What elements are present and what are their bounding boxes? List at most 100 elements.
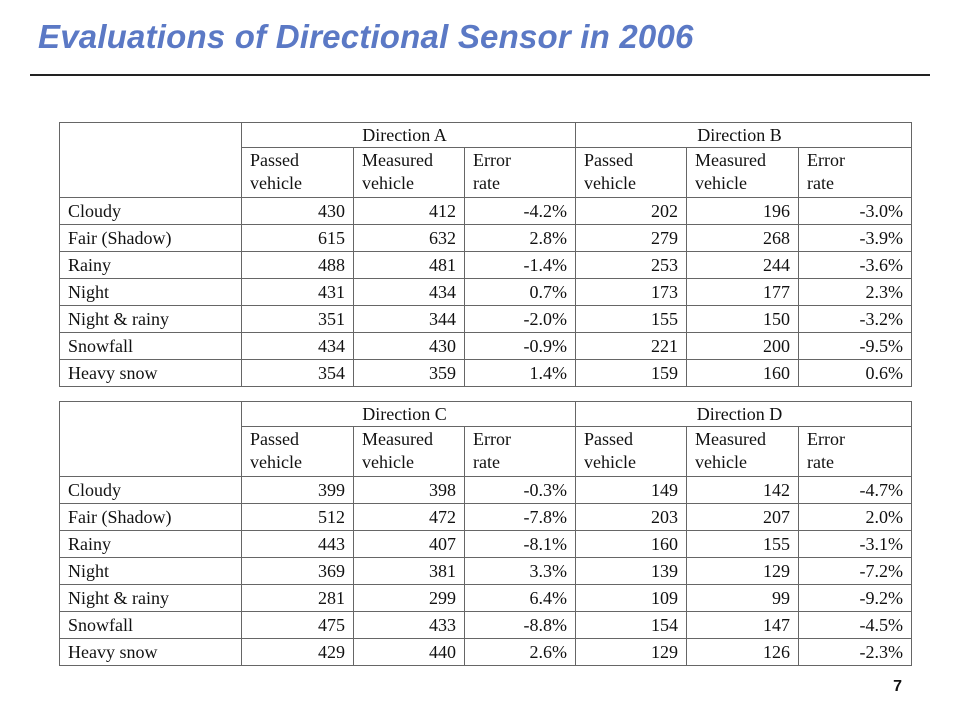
vehicle-count-cell: 433: [353, 611, 465, 639]
vehicle-count-cell: 150: [686, 305, 800, 333]
error-rate-cell: 2.8%: [463, 224, 577, 252]
vehicle-count-cell: 472: [353, 503, 465, 531]
col-header-passed: Passed vehicle: [575, 147, 688, 198]
col-header-passed: Passed vehicle: [575, 426, 688, 477]
vehicle-count-cell: 281: [241, 584, 354, 612]
col-header-error: Error rate: [798, 426, 913, 477]
vehicle-count-cell: 109: [575, 584, 688, 612]
vehicle-count-cell: 440: [353, 638, 465, 666]
vehicle-count-cell: 434: [241, 332, 354, 360]
error-rate-cell: -4.7%: [798, 476, 913, 504]
error-rate-cell: -3.9%: [798, 224, 913, 252]
condition-label: Fair (Shadow): [59, 503, 242, 531]
condition-label: Rainy: [59, 251, 242, 279]
table-row: Cloudy 399 398 -0.3% 149 142 -4.7%: [59, 476, 913, 504]
vehicle-count-cell: 430: [241, 197, 354, 225]
error-rate-cell: 1.4%: [463, 359, 577, 387]
table-row: Heavy snow 354 359 1.4% 159 160 0.6%: [59, 359, 913, 387]
error-rate-cell: -7.8%: [463, 503, 577, 531]
error-rate-cell: 2.0%: [798, 503, 913, 531]
error-rate-cell: 0.7%: [463, 278, 577, 306]
col-header-passed: Passed vehicle: [241, 426, 354, 477]
table-row: Night 431 434 0.7% 173 177 2.3%: [59, 278, 913, 306]
condition-label: Night: [59, 557, 242, 585]
table-header-row: Direction A Direction B: [59, 122, 913, 198]
vehicle-count-cell: 221: [575, 332, 688, 360]
table-row: Night 369 381 3.3% 139 129 -7.2%: [59, 557, 913, 585]
vehicle-count-cell: 154: [575, 611, 688, 639]
col-header-measured: Measured vehicle: [686, 426, 800, 477]
title-divider: [30, 74, 930, 76]
vehicle-count-cell: 429: [241, 638, 354, 666]
vehicle-count-cell: 126: [686, 638, 800, 666]
vehicle-count-cell: 196: [686, 197, 800, 225]
direction-header: Direction C: [240, 401, 577, 427]
error-rate-cell: -1.4%: [463, 251, 577, 279]
error-rate-cell: -8.1%: [463, 530, 577, 558]
table-header-row: Direction C Direction D: [59, 401, 913, 477]
vehicle-count-cell: 177: [686, 278, 800, 306]
vehicle-count-cell: 359: [353, 359, 465, 387]
vehicle-count-cell: 155: [575, 305, 688, 333]
condition-label: Rainy: [59, 530, 242, 558]
condition-label: Heavy snow: [59, 359, 242, 387]
vehicle-count-cell: 615: [241, 224, 354, 252]
condition-label: Night: [59, 278, 242, 306]
direction-header: Direction A: [240, 122, 577, 148]
error-rate-cell: 6.4%: [463, 584, 577, 612]
condition-label: Snowfall: [59, 332, 242, 360]
vehicle-count-cell: 155: [686, 530, 800, 558]
table-row: Fair (Shadow) 615 632 2.8% 279 268 -3.9%: [59, 224, 913, 252]
vehicle-count-cell: 398: [353, 476, 465, 504]
error-rate-cell: -0.9%: [463, 332, 577, 360]
vehicle-count-cell: 407: [353, 530, 465, 558]
vehicle-count-cell: 279: [575, 224, 688, 252]
condition-label: Cloudy: [59, 476, 242, 504]
error-rate-cell: -9.5%: [798, 332, 913, 360]
vehicle-count-cell: 268: [686, 224, 800, 252]
condition-label: Cloudy: [59, 197, 242, 225]
vehicle-count-cell: 351: [241, 305, 354, 333]
vehicle-count-cell: 142: [686, 476, 800, 504]
vehicle-count-cell: 431: [241, 278, 354, 306]
vehicle-count-cell: 200: [686, 332, 800, 360]
col-header-passed: Passed vehicle: [241, 147, 354, 198]
table-row: Night & rainy 351 344 -2.0% 155 150 -3.2%: [59, 305, 913, 333]
vehicle-count-cell: 160: [575, 530, 688, 558]
col-header-error: Error rate: [463, 147, 577, 198]
error-rate-cell: -3.6%: [798, 251, 913, 279]
vehicle-count-cell: 488: [241, 251, 354, 279]
evaluation-table-ab: Direction A Direction B Passed vehicle Me…: [59, 122, 913, 387]
table-row: Rainy 443 407 -8.1% 160 155 -3.1%: [59, 530, 913, 558]
col-header-measured: Measured vehicle: [686, 147, 800, 198]
table-row: Rainy 488 481 -1.4% 253 244 -3.6%: [59, 251, 913, 279]
vehicle-count-cell: 430: [353, 332, 465, 360]
error-rate-cell: -4.5%: [798, 611, 913, 639]
vehicle-count-cell: 632: [353, 224, 465, 252]
error-rate-cell: 3.3%: [463, 557, 577, 585]
vehicle-count-cell: 412: [353, 197, 465, 225]
vehicle-count-cell: 173: [575, 278, 688, 306]
table-subheader-row: Passed vehicle Measured vehicle Error rate …: [60, 147, 913, 198]
vehicle-count-cell: 147: [686, 611, 800, 639]
condition-label: Snowfall: [59, 611, 242, 639]
error-rate-cell: -8.8%: [463, 611, 577, 639]
error-rate-cell: 0.6%: [798, 359, 913, 387]
vehicle-count-cell: 512: [241, 503, 354, 531]
vehicle-count-cell: 244: [686, 251, 800, 279]
table-row: Snowfall 475 433 -8.8% 154 147 -4.5%: [59, 611, 913, 639]
error-rate-cell: -9.2%: [798, 584, 913, 612]
direction-header: Direction D: [575, 401, 913, 427]
col-header-error: Error rate: [798, 147, 913, 198]
vehicle-count-cell: 207: [686, 503, 800, 531]
vehicle-count-cell: 160: [686, 359, 800, 387]
vehicle-count-cell: 434: [353, 278, 465, 306]
vehicle-count-cell: 443: [241, 530, 354, 558]
vehicle-count-cell: 344: [353, 305, 465, 333]
condition-label: Night & rainy: [59, 584, 242, 612]
error-rate-cell: -7.2%: [798, 557, 913, 585]
error-rate-cell: -2.0%: [463, 305, 577, 333]
vehicle-count-cell: 99: [686, 584, 800, 612]
direction-header: Direction B: [575, 122, 913, 148]
vehicle-count-cell: 399: [241, 476, 354, 504]
